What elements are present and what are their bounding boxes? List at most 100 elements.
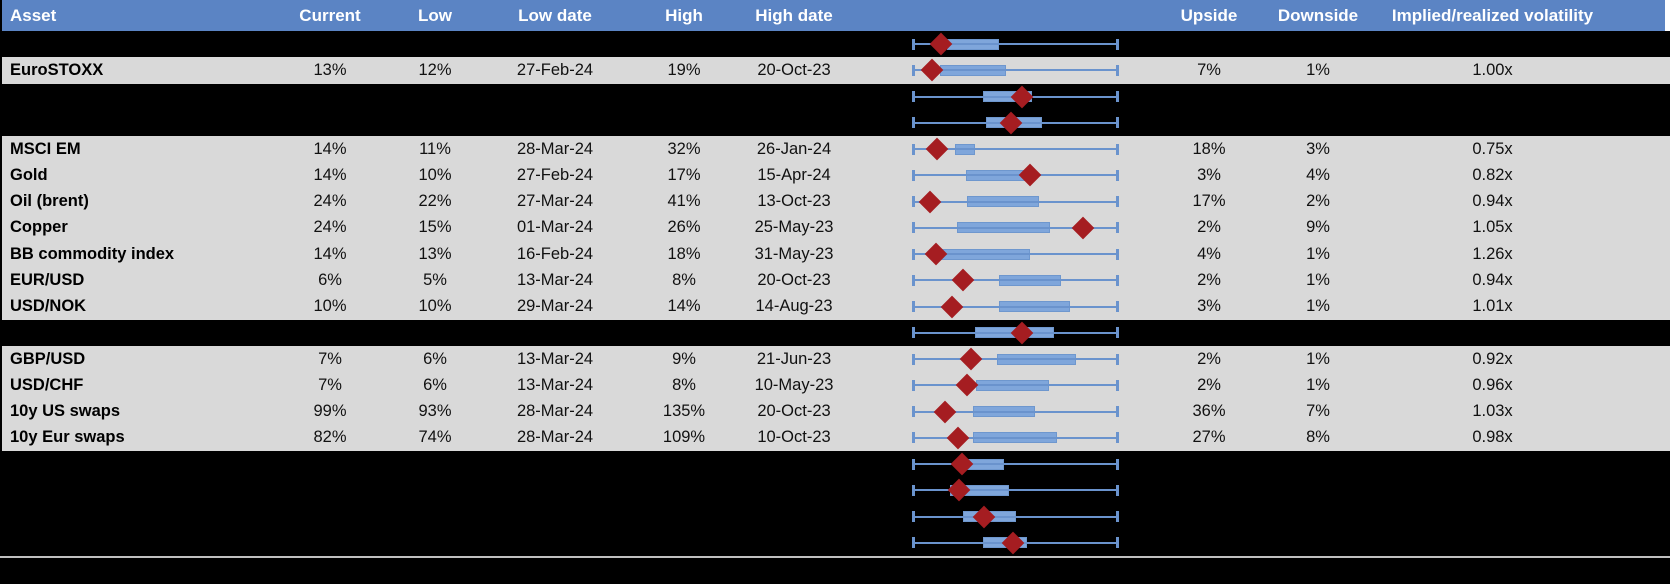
table-row: EUR/USD 6% 5% 13-Mar-24 8% 20-Oct-23 2% 1% 0.94x	[0, 267, 1670, 294]
cell-current: 7%	[318, 349, 342, 368]
cell-low-date: 29-Mar-24	[516, 297, 594, 316]
cell-low: 74%	[418, 428, 452, 447]
whisker-tick-right	[1116, 222, 1119, 234]
cell-low-date: 27-Feb-24	[516, 60, 594, 79]
range-boxplot	[850, 504, 1130, 530]
spacer-row	[0, 503, 1670, 530]
asset-name: EUR/USD	[10, 270, 85, 289]
current-marker-diamond	[959, 347, 983, 371]
range-boxplot	[850, 425, 1130, 451]
whisker-tick-right	[1116, 248, 1119, 260]
cell-low-date: 28-Mar-24	[516, 402, 594, 421]
whisker-line	[913, 410, 1118, 413]
range-boxplot	[850, 294, 1130, 320]
whisker-tick-left	[912, 484, 915, 496]
current-marker-diamond	[951, 269, 974, 292]
whisker-tick-left	[912, 353, 915, 365]
cell-implied-realized: 0.94x	[1472, 192, 1513, 211]
table-body: EuroSTOXX 13% 12% 27-Feb-24 19% 20-Oct-23 7% 1%…	[0, 31, 1673, 556]
cell-high-date: 20-Oct-23	[757, 270, 831, 289]
cell-implied-realized: 0.75x	[1472, 139, 1513, 158]
whisker-tick-right	[1116, 537, 1119, 549]
cell-implied-realized: 0.94x	[1472, 270, 1513, 289]
cell-low-date: 13-Mar-24	[516, 270, 594, 289]
cell-upside: 7%	[1197, 60, 1221, 79]
cell-implied-realized: 1.00x	[1472, 60, 1513, 79]
whisker-tick-left	[912, 274, 915, 286]
cell-current: 14%	[313, 165, 347, 184]
asset-name: USD/CHF	[10, 375, 84, 394]
cell-downside: 9%	[1306, 218, 1330, 237]
cell-current: 24%	[313, 192, 347, 211]
current-marker-diamond	[1018, 164, 1042, 187]
whisker-tick-right	[1116, 64, 1119, 76]
range-boxplot	[850, 477, 1130, 503]
table-row: Copper 24% 15% 01-Mar-24 26% 25-May-23 2% 9% 1.0…	[0, 214, 1670, 241]
range-boxplot	[850, 215, 1130, 241]
asset-name: GBP/USD	[10, 349, 86, 368]
spacer-row	[0, 31, 1670, 58]
table-row: EuroSTOXX 13% 12% 27-Feb-24 19% 20-Oct-23 7% 1%…	[0, 57, 1670, 84]
current-marker-diamond	[946, 426, 970, 450]
current-marker-diamond	[1010, 85, 1034, 108]
whisker-tick-left	[912, 117, 915, 129]
current-marker-diamond	[948, 479, 971, 502]
whisker-tick-left	[912, 222, 915, 234]
cell-downside: 1%	[1306, 244, 1330, 263]
column-header-low: Low	[418, 5, 452, 25]
whisker-tick-right	[1116, 169, 1119, 181]
bottom-divider-line	[0, 556, 1670, 558]
cell-high-date: 10-May-23	[754, 375, 834, 394]
whisker-tick-left	[912, 379, 915, 391]
current-marker-diamond	[1010, 321, 1034, 345]
whisker-tick-right	[1116, 301, 1119, 313]
whisker-tick-right	[1116, 38, 1119, 50]
cell-low: 5%	[423, 270, 447, 289]
asset-name: Oil (brent)	[10, 192, 89, 211]
current-marker-diamond	[918, 190, 942, 213]
range-boxplot	[850, 320, 1130, 346]
cell-implied-realized: 0.98x	[1472, 428, 1513, 447]
cell-upside: 27%	[1192, 428, 1226, 447]
current-marker-diamond	[1001, 531, 1025, 555]
cell-high: 19%	[667, 60, 701, 79]
whisker-tick-left	[912, 91, 915, 103]
whisker-tick-left	[912, 537, 915, 549]
cell-upside: 17%	[1192, 192, 1226, 211]
cell-high: 135%	[662, 402, 706, 421]
cell-high: 41%	[667, 192, 701, 211]
range-boxplot	[850, 57, 1130, 83]
cell-low-date: 13-Mar-24	[516, 349, 594, 368]
whisker-tick-left	[912, 327, 915, 339]
whisker-tick-right	[1116, 432, 1119, 444]
whisker-tick-left	[912, 196, 915, 208]
range-boxplot	[850, 241, 1130, 267]
column-header-downside: Downside	[1277, 5, 1359, 25]
whisker-tick-left	[912, 143, 915, 155]
column-header-upside: Upside	[1180, 5, 1238, 25]
cell-current: 10%	[313, 297, 347, 316]
range-boxplot	[850, 267, 1130, 293]
current-marker-diamond	[1071, 216, 1095, 240]
cell-high: 109%	[662, 428, 706, 447]
whisker-line	[913, 200, 1118, 203]
cell-downside: 1%	[1306, 297, 1330, 316]
whisker-tick-left	[912, 64, 915, 76]
whisker-tick-left	[912, 38, 915, 50]
whisker-tick-left	[912, 432, 915, 444]
range-boxplot	[850, 346, 1130, 372]
spacer-row	[0, 83, 1670, 110]
cell-upside: 2%	[1197, 218, 1221, 237]
cell-low: 10%	[418, 297, 452, 316]
whisker-tick-right	[1116, 511, 1119, 523]
whisker-tick-right	[1116, 117, 1119, 129]
range-boxplot	[850, 31, 1130, 57]
table-row: 10y Eur swaps 82% 74% 28-Mar-24 109% 10-Oct-2…	[0, 424, 1670, 451]
cell-implied-realized: 0.96x	[1472, 375, 1513, 394]
cell-upside: 18%	[1192, 139, 1226, 158]
cell-low-date: 28-Mar-24	[516, 428, 594, 447]
cell-high-date: 14-Aug-23	[755, 297, 833, 316]
cell-high-date: 26-Jan-24	[756, 139, 832, 158]
cell-downside: 7%	[1306, 402, 1330, 421]
